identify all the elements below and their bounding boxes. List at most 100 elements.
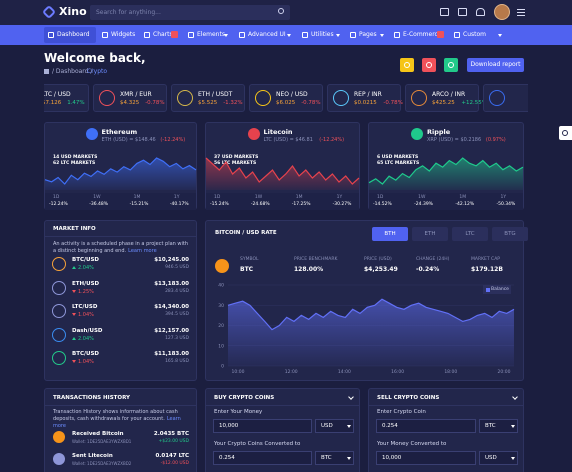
menu-icon [517, 15, 525, 17]
period-return: -40.17% [169, 202, 189, 207]
toolbar-icon[interactable] [458, 8, 467, 16]
select[interactable]: BTC [315, 451, 354, 465]
tab[interactable]: LTC [452, 227, 488, 241]
divider [206, 405, 359, 406]
toolbar-icon[interactable] [440, 8, 449, 16]
pair: LTC/USD [72, 304, 98, 310]
search-box[interactable]: Search for anything... [90, 5, 290, 20]
coin-change: (-12.24%) [319, 137, 345, 143]
menu-item[interactable]: Charts [140, 27, 182, 43]
change: 2.04% [78, 265, 94, 271]
card-menu[interactable] [348, 394, 354, 400]
action-button[interactable] [400, 58, 414, 72]
text: An activity is a scheduled phase in a pr… [53, 241, 189, 254]
menu-item[interactable]: E-Commerce [390, 27, 448, 43]
ticker-pair: LTC / USD [44, 91, 71, 98]
text: Transaction History shows information ab… [53, 409, 178, 422]
menu-icon [188, 32, 194, 38]
download-button[interactable]: Download report [467, 58, 524, 72]
period-return: -14.52% [373, 202, 392, 207]
period-label: 1W [418, 195, 426, 200]
coin-quote: LTC (USD) = $46.81 [263, 137, 313, 143]
ticker-price: $0.0215 [354, 100, 377, 106]
trend-arrow [72, 266, 76, 269]
period-label: 1W [254, 195, 263, 200]
tab[interactable]: BTG [492, 227, 528, 241]
stat-value: 128.00% [294, 266, 324, 273]
select[interactable]: USD [315, 419, 354, 433]
input[interactable]: 10,000 [376, 451, 476, 465]
period-label: 1M [133, 195, 141, 200]
coin-card: Ethereum ETH (USD) = $148.46 (-12.24%) 14 U… [44, 122, 197, 210]
link[interactable]: Learn more [128, 248, 157, 254]
menu-item[interactable]: Elements [184, 27, 232, 43]
menu-label: Charts [153, 31, 173, 38]
coin-quote: XRP (USD) = $0.2186 [427, 137, 482, 143]
caret [347, 457, 351, 460]
stat-value: BTC [240, 266, 254, 273]
menu-icon [517, 12, 525, 14]
stat-label: PRICE BENCHMARK [294, 257, 338, 262]
period-return: -50.34% [496, 202, 516, 207]
ticker-card: NEO / USD $6.025 -0.78% [249, 84, 323, 112]
tab[interactable]: BTH [372, 227, 408, 241]
price: $14,340.00 [154, 304, 189, 310]
menu-item[interactable]: Advanced UI [235, 27, 295, 43]
input[interactable]: 0.254 [213, 451, 312, 465]
period-return: -15.21% [129, 202, 149, 207]
menu-item[interactable]: Custom [450, 27, 506, 43]
caret [380, 34, 384, 37]
input[interactable]: 0.254 [376, 419, 476, 433]
menu-label: E-Commerce [403, 31, 442, 38]
tx-amount: 0.0147 LTC [155, 453, 189, 459]
avatar[interactable] [494, 4, 510, 20]
select[interactable]: USD [479, 451, 518, 465]
menu-item[interactable]: Dashboard [44, 27, 96, 43]
ticker-price: $425.25 [432, 100, 455, 106]
link[interactable]: Learn more [53, 416, 181, 429]
action-button[interactable] [444, 58, 458, 72]
tx-wallet: Wallet: 1DE25DAE3YWZXBD1 [72, 439, 132, 444]
ticker-change: -0.78% [383, 100, 403, 106]
caret [336, 34, 340, 37]
buy-card: BUY CRYPTO COINS Enter Your Money 10,000 US… [205, 388, 360, 472]
tx-usd: +$23.00 USD [158, 439, 189, 444]
sub-price: 127.3 USD [165, 335, 189, 341]
period-label: 1M [295, 195, 303, 200]
menu-icon [394, 32, 400, 38]
period-label: 1Y [500, 195, 507, 200]
logo: Xino [59, 5, 87, 18]
coin-markets: 62 LTC MARKETS [53, 161, 96, 166]
ticker: LTC / USD $7.126 1.47% XMR / EUR $4.325 -0.78… [44, 84, 528, 112]
stat-label: MARKET CAP [471, 257, 500, 262]
coin-icon [53, 431, 65, 443]
period-return: -24.39% [414, 202, 433, 207]
period-label: 1Y [173, 195, 180, 200]
price: $11,183.00 [154, 351, 189, 357]
coin-icon [247, 128, 260, 140]
input[interactable]: 10,000 [213, 419, 312, 433]
period-return: -12.24% [49, 202, 68, 207]
menu-item[interactable]: Widgets [98, 27, 138, 43]
change: 1.25% [78, 288, 94, 295]
badge [171, 31, 178, 38]
menu-icon [102, 32, 108, 38]
tx-name: Received Bitcoin [72, 431, 124, 437]
coin-periods: 1D -12.24% 1W -36.48% 1M -15.21% 1Y -40.17% [45, 193, 196, 210]
select[interactable]: BTC [479, 419, 518, 433]
toolbar-icon[interactable] [476, 8, 485, 16]
change: 1.04% [78, 359, 94, 365]
ticker-pair: NEO / USD [276, 91, 308, 98]
tab[interactable]: ETH [412, 227, 448, 241]
card-title: TRANSACTIONS HISTORY [53, 395, 131, 401]
period-label: 1D [214, 195, 221, 200]
menu-item[interactable]: Utilities [298, 27, 344, 43]
settings-icon [562, 130, 568, 136]
ticker-price: $7.126 [44, 100, 62, 106]
ticker-pair: ARCO / INR [432, 91, 466, 98]
legend-swatch [486, 288, 490, 292]
rate-card: BITCOIN / USD RATE BTH ETH LTC BTG SYMBOL BTC P… [205, 220, 528, 381]
menu-item[interactable]: Pages [346, 27, 388, 43]
action-button[interactable] [422, 58, 436, 72]
card-menu[interactable] [512, 394, 518, 400]
